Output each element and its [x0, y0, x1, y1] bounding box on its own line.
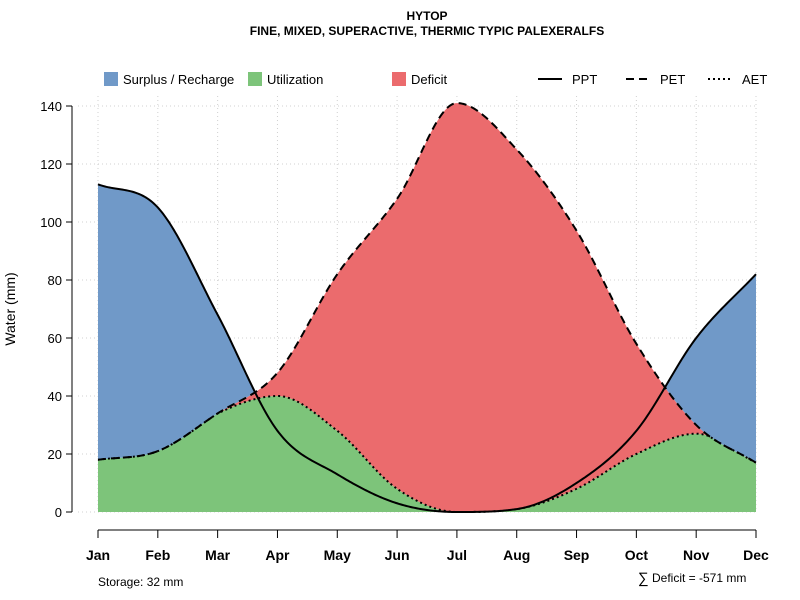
deficit-sum-symbol: ∑	[638, 570, 649, 587]
lines	[97, 102, 757, 513]
x-tick-label: Feb	[145, 547, 170, 563]
legend-item-deficit: Deficit	[392, 72, 448, 87]
aet-line	[97, 395, 757, 513]
y-tick-label: 80	[48, 273, 62, 288]
surplus-area	[98, 103, 756, 463]
chart-subtitle: FINE, MIXED, SUPERACTIVE, THERMIC TYPIC …	[250, 24, 604, 38]
x-tick-label: Dec	[743, 547, 769, 563]
legend-label: Deficit	[411, 72, 448, 87]
legend-swatch	[104, 72, 118, 86]
y-tick-label: 120	[40, 157, 62, 172]
x-tick-label: Aug	[503, 547, 530, 563]
legend-label: AET	[742, 72, 767, 87]
axes: 0 20 40 60 80 100 120 140 Jan Feb Mar Apr May Jun Jul A…	[40, 99, 769, 563]
chart-title: HYTOP	[406, 9, 447, 23]
legend-label: Utilization	[267, 72, 323, 87]
legend-item-utilization: Utilization	[248, 72, 323, 87]
pet-line	[97, 102, 757, 464]
storage-note: Storage: 32 mm	[98, 575, 183, 589]
areas	[98, 103, 756, 513]
y-tick-label: 100	[40, 215, 62, 230]
legend-label: Surplus / Recharge	[123, 72, 234, 87]
legend-swatch	[248, 72, 262, 86]
x-tick-label: Jul	[447, 547, 467, 563]
legend-label: PPT	[572, 72, 597, 87]
legend-item-ppt: PPT	[538, 72, 597, 87]
deficit-note: Deficit = -571 mm	[652, 571, 746, 585]
y-tick-label: 60	[48, 331, 62, 346]
legend-item-aet: AET	[708, 72, 767, 87]
legend-label: PET	[660, 72, 685, 87]
y-tick-label: 0	[55, 505, 62, 520]
legend-swatch	[392, 72, 406, 86]
x-tick-label: Jan	[86, 547, 110, 563]
x-tick-label: May	[324, 547, 351, 563]
y-axis-label: Water (mm)	[2, 272, 18, 345]
x-tick-label: Oct	[625, 547, 649, 563]
x-tick-label: Nov	[683, 547, 710, 563]
x-tick-label: Sep	[564, 547, 590, 563]
legend-item-pet: PET	[626, 72, 685, 87]
ppt-line	[97, 183, 757, 513]
y-tick-label: 40	[48, 389, 62, 404]
utilization-area	[98, 396, 756, 512]
legend-item-surplus-recharge: Surplus / Recharge	[104, 72, 234, 87]
x-tick-label: Apr	[265, 547, 290, 563]
x-tick-label: Mar	[205, 547, 230, 563]
y-tick-label: 140	[40, 99, 62, 114]
x-tick-label: Jun	[385, 547, 410, 563]
y-tick-label: 20	[48, 447, 62, 462]
legend: Surplus / Recharge Utilization Deficit PPT P…	[104, 72, 767, 87]
deficit-area	[98, 103, 756, 513]
